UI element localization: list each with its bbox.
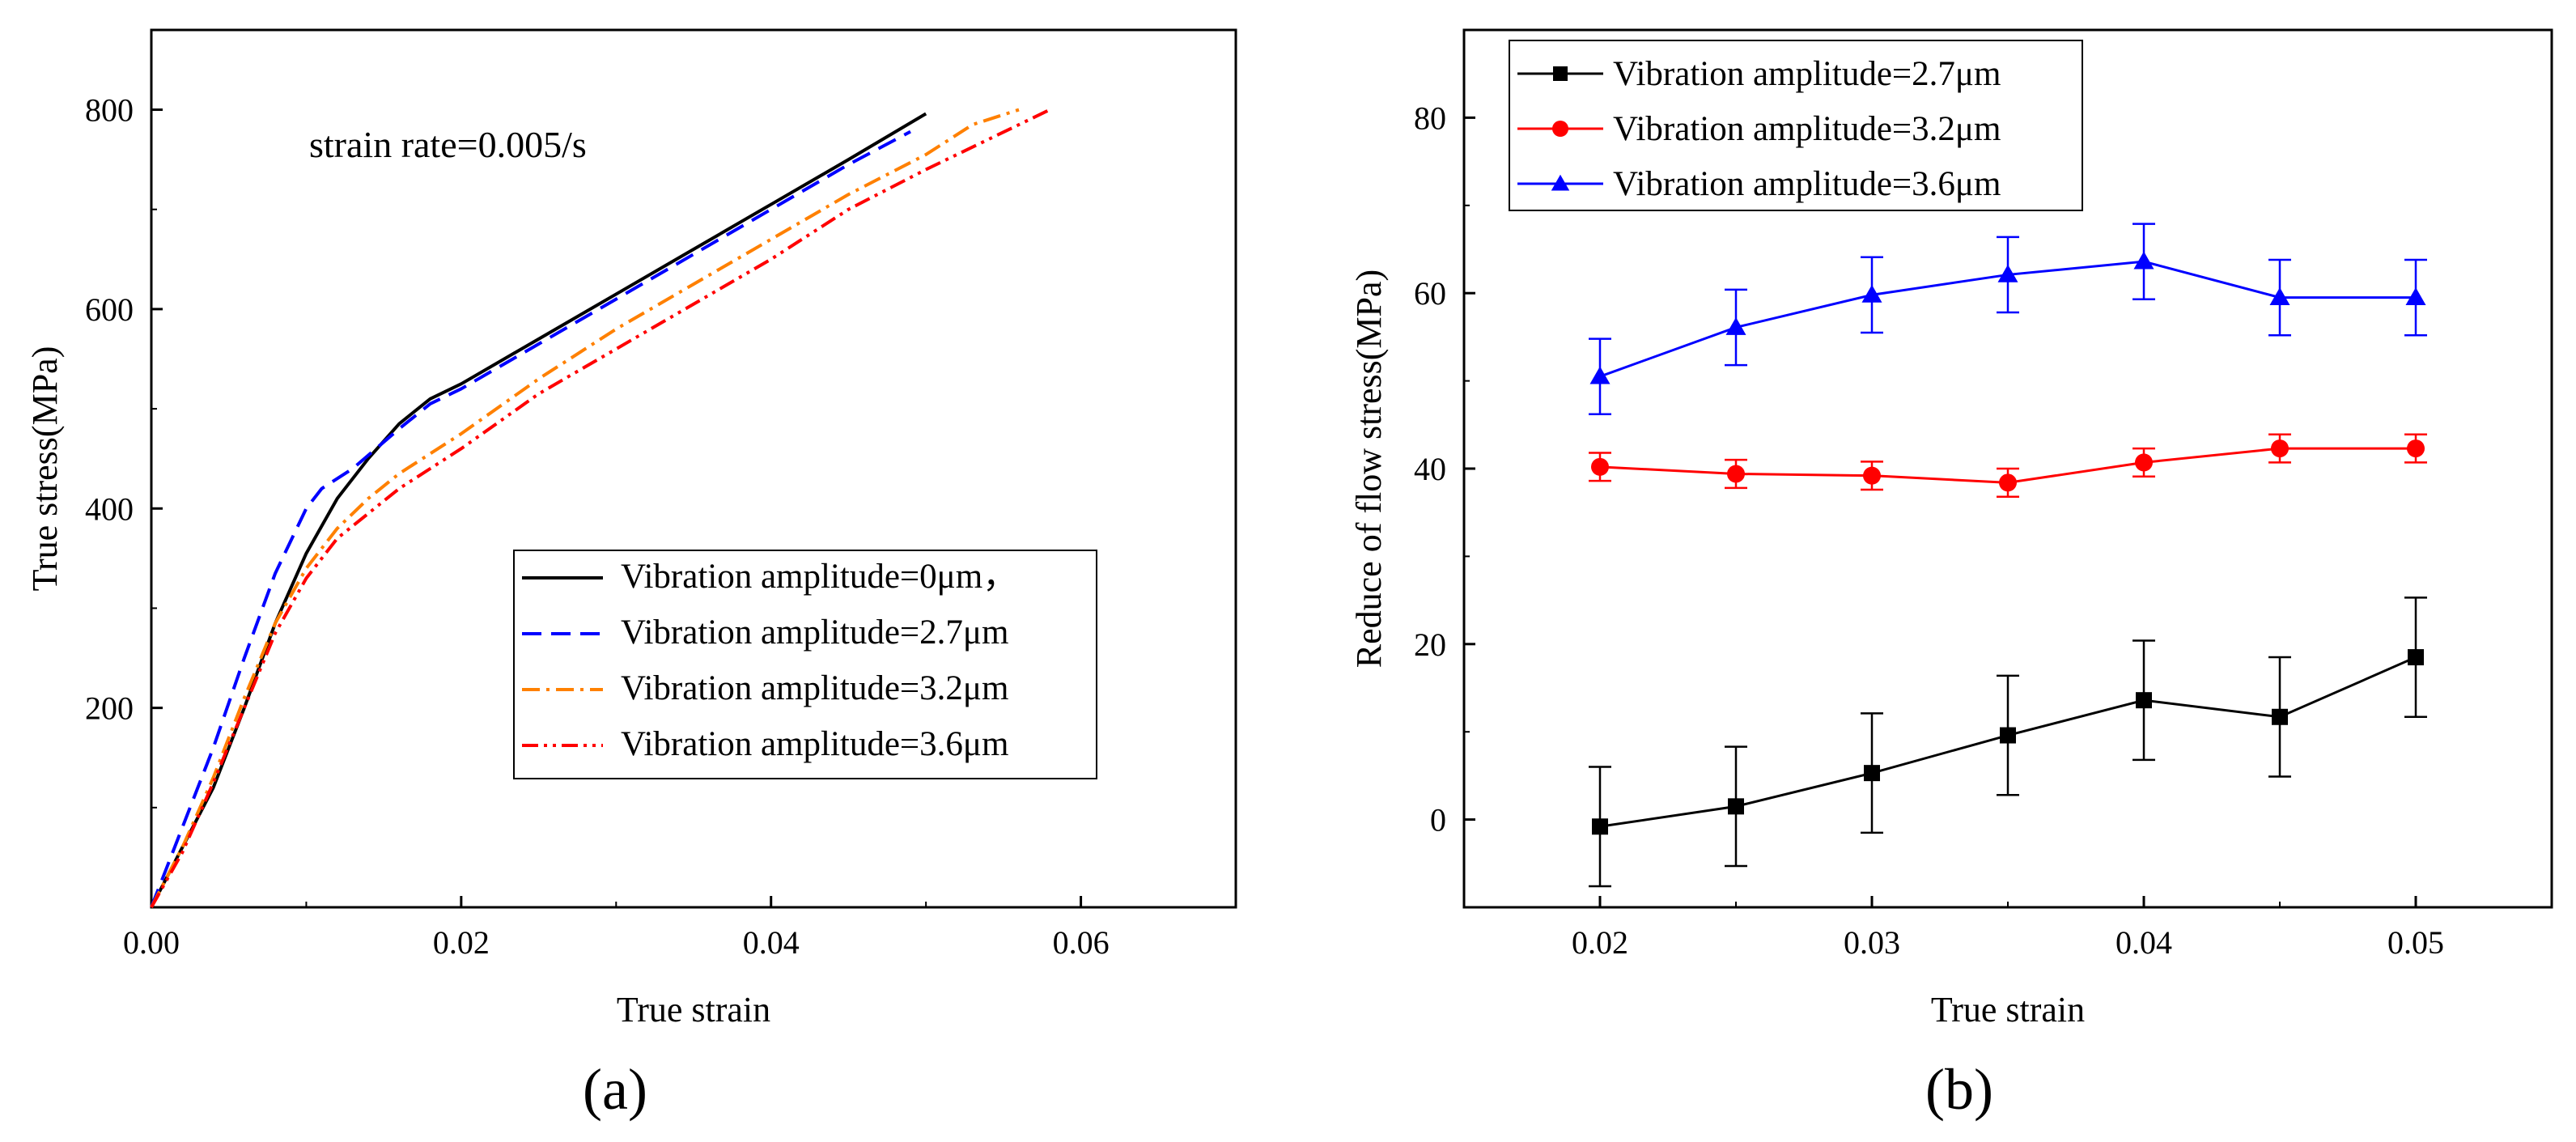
panel-b-x-tick-label-4: 0.04 <box>2116 924 2172 961</box>
panel-b-legend-marker-1 <box>1552 121 1568 137</box>
panel-b-x-tick-label-2: 0.03 <box>1844 924 1900 961</box>
panel-b-y-tick-label-3: 60 <box>1414 275 1446 312</box>
panel-b-point-0-6 <box>2408 649 2424 666</box>
panel-a-legend-label-1: Vibration amplitude=2.7μm <box>621 613 1008 652</box>
panel-b-point-2-2 <box>1861 284 1882 303</box>
panel-a-y-tick-label-0: 200 <box>85 690 134 727</box>
panel-a-legend-label-0: Vibration amplitude=0μm， <box>621 558 1017 596</box>
panel-a-legend-label-2: Vibration amplitude=3.2μm <box>621 669 1008 707</box>
panel-b-point-0-5 <box>2272 708 2288 725</box>
panel-b-point-2-3 <box>1997 264 2018 282</box>
panel-b-point-1-6 <box>2407 439 2425 458</box>
panel-a-chart: 0.00 0.02 0.04 0.06 200 400 600 800 True strain T… <box>25 28 1237 1122</box>
panel-a-label: (a) <box>583 1057 647 1122</box>
panel-b-point-0-4 <box>2136 692 2152 709</box>
panel-a-x-tick-label-3: 0.06 <box>1053 924 1110 961</box>
panel-b-point-2-5 <box>2269 287 2290 305</box>
panel-a-series-line-2 <box>150 108 1020 908</box>
panel-a-legend-box <box>513 550 1097 779</box>
panel-a-y-tick-label-1: 400 <box>85 490 134 527</box>
panel-b-y-tick-label-0: 0 <box>1430 802 1446 838</box>
panel-b-point-1-2 <box>1863 466 1881 485</box>
panel-a-legend-label-3: Vibration amplitude=3.6μm <box>621 725 1008 763</box>
panel-b-point-1-5 <box>2271 439 2289 458</box>
panel-b-chart: 0.02 0.03 0.04 0.05 0 20 40 60 80 True strain Redu… <box>1349 28 2553 1122</box>
panel-b-y-tick-label-1: 20 <box>1414 626 1446 663</box>
panel-a-y-tick-label-3: 800 <box>85 92 134 129</box>
panel-b-point-0-2 <box>1864 765 1880 782</box>
panel-b-point-2-6 <box>2405 287 2426 305</box>
panel-b-legend-label-0: Vibration amplitude=2.7μm <box>1613 55 2001 93</box>
panel-a-x-tick-label-1: 0.02 <box>433 924 490 961</box>
panel-b-point-0-3 <box>2000 727 2016 744</box>
panel-b-legend-box <box>1509 40 2083 211</box>
panel-a-plot-frame <box>150 28 1237 909</box>
panel-b-x-tick-label-0: 0.02 <box>1572 924 1628 961</box>
panel-b-y-tick-label-2: 40 <box>1414 451 1446 487</box>
panel-a-series-line-1 <box>150 129 911 908</box>
panel-b-label: (b) <box>1925 1057 1993 1122</box>
panel-b-point-2-1 <box>1725 316 1746 335</box>
panel-b-legend-marker-0 <box>1553 66 1568 81</box>
panel-a-y-tick-label-2: 600 <box>85 291 134 328</box>
panel-a-x-axis-label: True strain <box>617 990 770 1029</box>
panel-b-legend-label-2: Vibration amplitude=3.6μm <box>1613 165 2001 203</box>
panel-b-y-axis-label: Reduce of flow stress(MPa) <box>1349 270 1389 668</box>
panel-a-strain-rate-annotation: strain rate=0.005/s <box>309 124 587 165</box>
panel-b-point-2-0 <box>1589 366 1611 384</box>
panel-a-series-line-0 <box>150 112 927 908</box>
panel-a-y-axis-label: True stress(MPa) <box>25 346 65 592</box>
panel-b-x-axis-label: True strain <box>1931 990 2085 1029</box>
panel-a-x-tick-label-0: 0.00 <box>123 924 180 961</box>
panel-b-point-0-0 <box>1592 818 1608 835</box>
panel-b-point-1-3 <box>1999 473 2017 492</box>
panel-b-point-2-4 <box>2133 251 2154 270</box>
panel-a-x-tick-label-2: 0.04 <box>743 924 800 961</box>
panel-b-point-1-0 <box>1591 457 1609 476</box>
panel-b-point-0-1 <box>1728 798 1744 815</box>
panel-a-series-line-3 <box>150 108 1051 908</box>
panel-b-point-1-4 <box>2135 453 2153 472</box>
panel-b-legend-label-1: Vibration amplitude=3.2μm <box>1613 110 2001 148</box>
panel-b-legend-marker-2 <box>1551 174 1570 191</box>
panel-b-y-tick-label-4: 80 <box>1414 100 1446 136</box>
panel-b-point-1-1 <box>1727 465 1745 483</box>
panel-b-x-tick-label-6: 0.05 <box>2387 924 2444 961</box>
